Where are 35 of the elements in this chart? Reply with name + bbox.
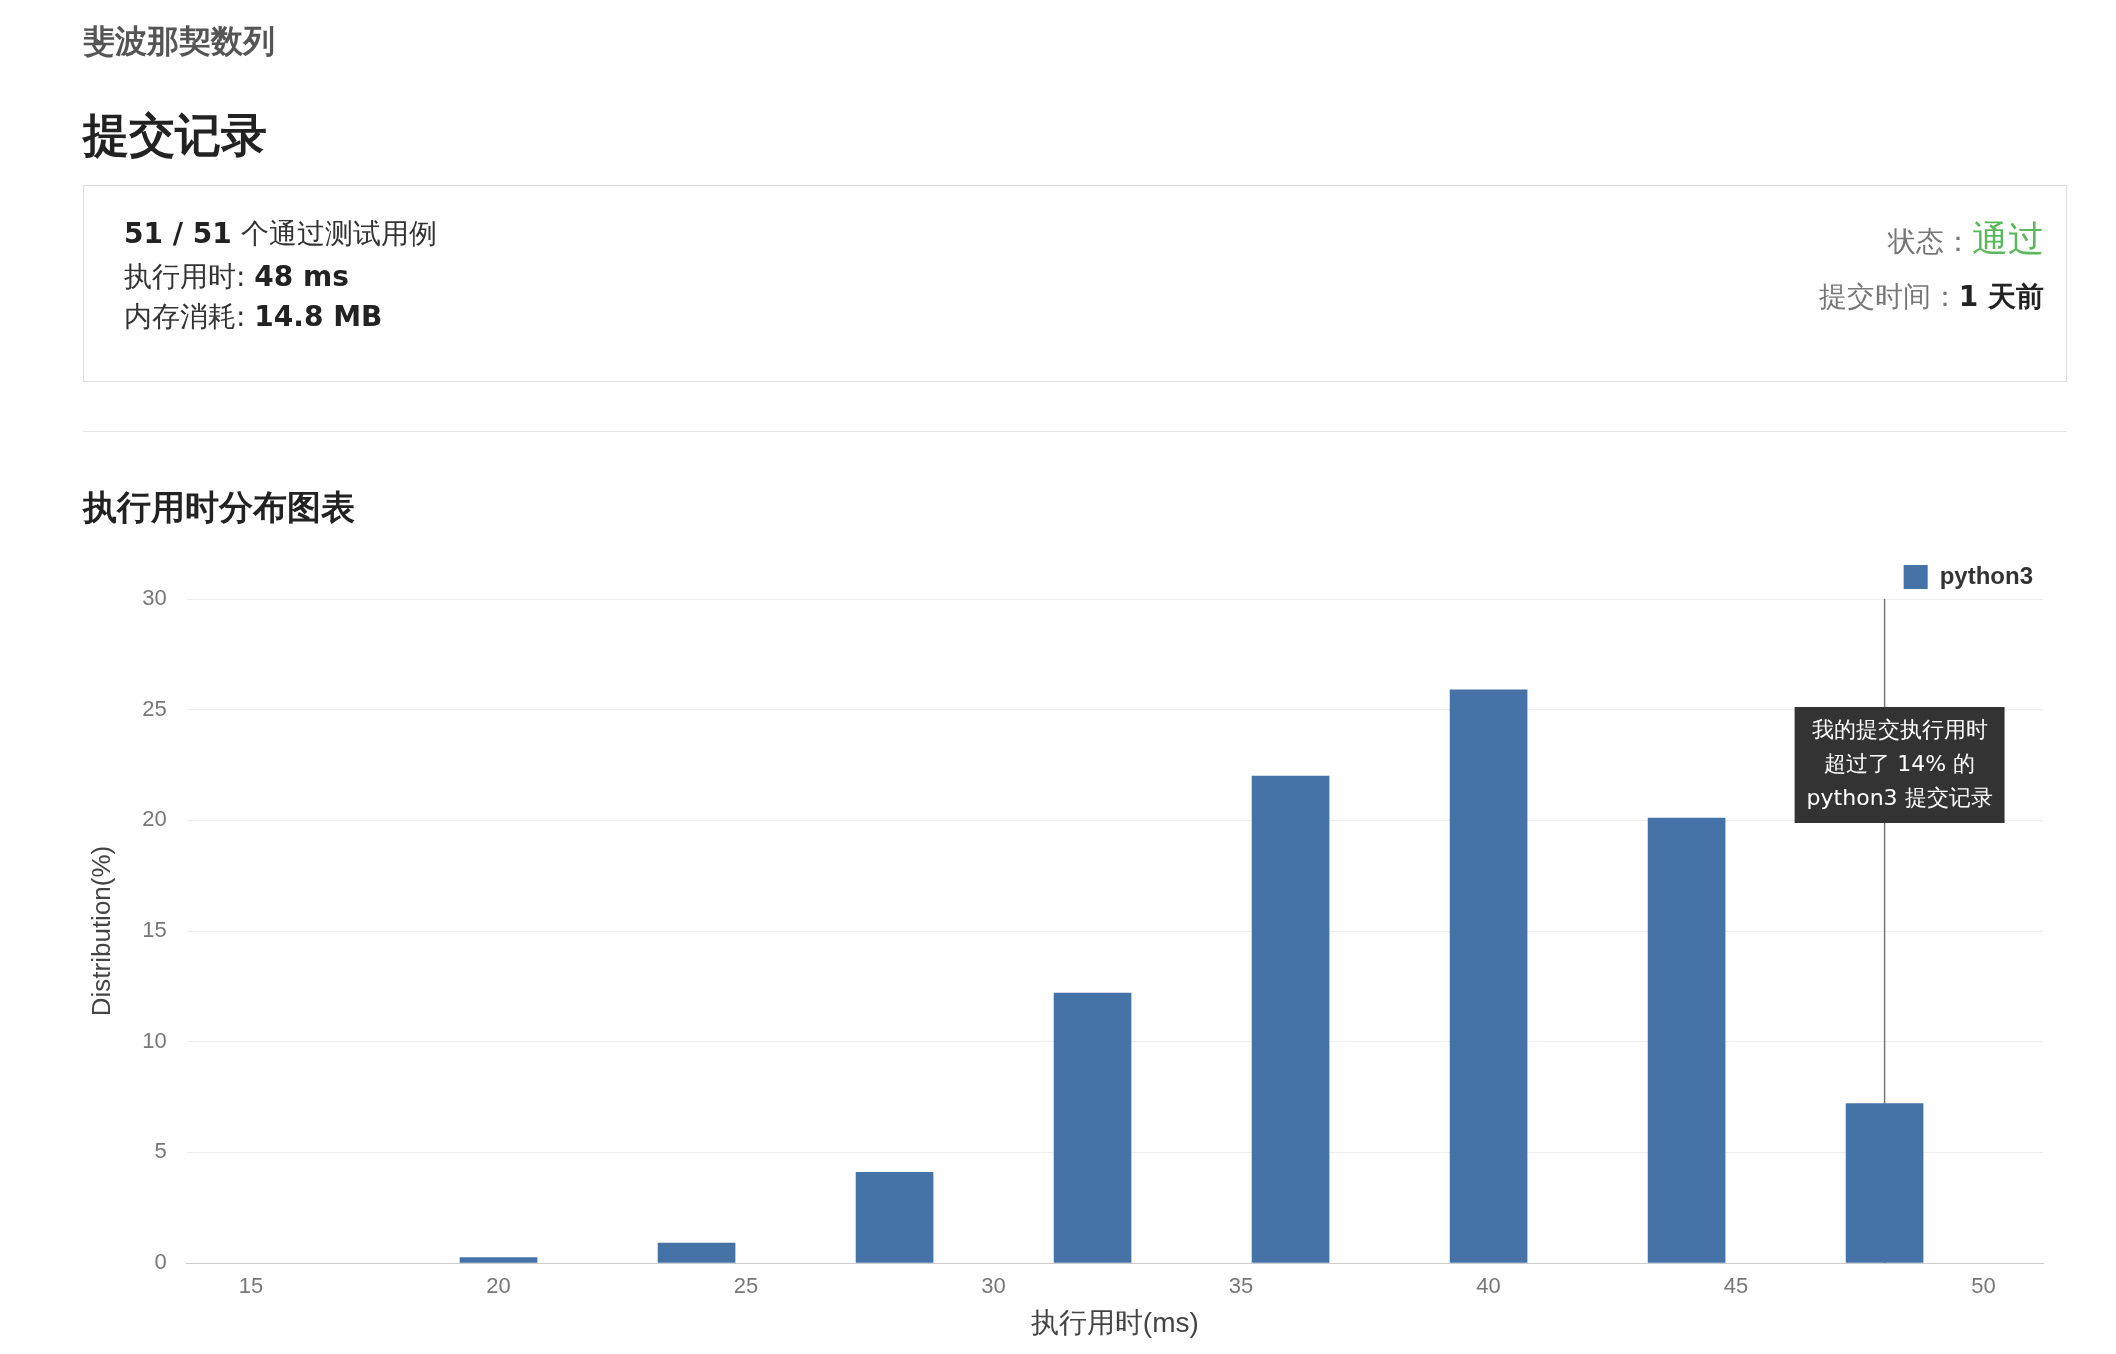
y-tick-label: 25 bbox=[142, 695, 167, 721]
y-tick-label: 5 bbox=[154, 1138, 167, 1164]
text: 执行用时: 48 ms bbox=[124, 259, 349, 295]
x-tick-label: 35 bbox=[1228, 1273, 1254, 1299]
bar bbox=[1053, 992, 1132, 1263]
text: 提交记录 bbox=[83, 107, 267, 164]
x-tick-label: 45 bbox=[1723, 1273, 1749, 1299]
text: 提交时间：1 天前 bbox=[1818, 279, 2044, 315]
y-tick-label: 30 bbox=[142, 585, 167, 611]
bar bbox=[459, 1257, 538, 1263]
bar bbox=[1647, 817, 1726, 1263]
text: 内存消耗: 14.8 MB bbox=[124, 299, 383, 335]
bar bbox=[1449, 689, 1528, 1263]
text: 斐波那契数列 bbox=[83, 21, 275, 62]
x-tick-label: 15 bbox=[238, 1273, 264, 1299]
y-tick-label: 20 bbox=[142, 806, 167, 832]
x-tick-label: 40 bbox=[1476, 1273, 1501, 1299]
x-tick-label: 25 bbox=[733, 1273, 759, 1299]
y-tick-label: 10 bbox=[142, 1027, 167, 1053]
bar bbox=[855, 1171, 934, 1263]
text: 51 / 51 个通过测试用例 bbox=[124, 216, 438, 252]
y-tick-label: 15 bbox=[142, 917, 167, 943]
y-axis-title: Distribution(%) bbox=[85, 845, 116, 1017]
annotation: 我的提交执行用时超过了 14% 的 python3 提交记录 bbox=[1806, 716, 1993, 810]
legend-label: python3 bbox=[1939, 561, 2033, 589]
x-axis-title: 执行用时(ms) bbox=[1030, 1306, 1199, 1338]
x-tick-label: 20 bbox=[486, 1273, 511, 1299]
x-tick-label: 30 bbox=[981, 1273, 1006, 1299]
chart-title: 执行用时分布图表 bbox=[83, 486, 355, 529]
bar bbox=[657, 1242, 736, 1263]
bar bbox=[1251, 775, 1330, 1263]
bar bbox=[1845, 1103, 1924, 1263]
text: 状态：通过 bbox=[1888, 217, 2044, 261]
x-tick-label: 50 bbox=[1971, 1273, 1996, 1299]
y-tick-label: 0 bbox=[154, 1249, 167, 1275]
